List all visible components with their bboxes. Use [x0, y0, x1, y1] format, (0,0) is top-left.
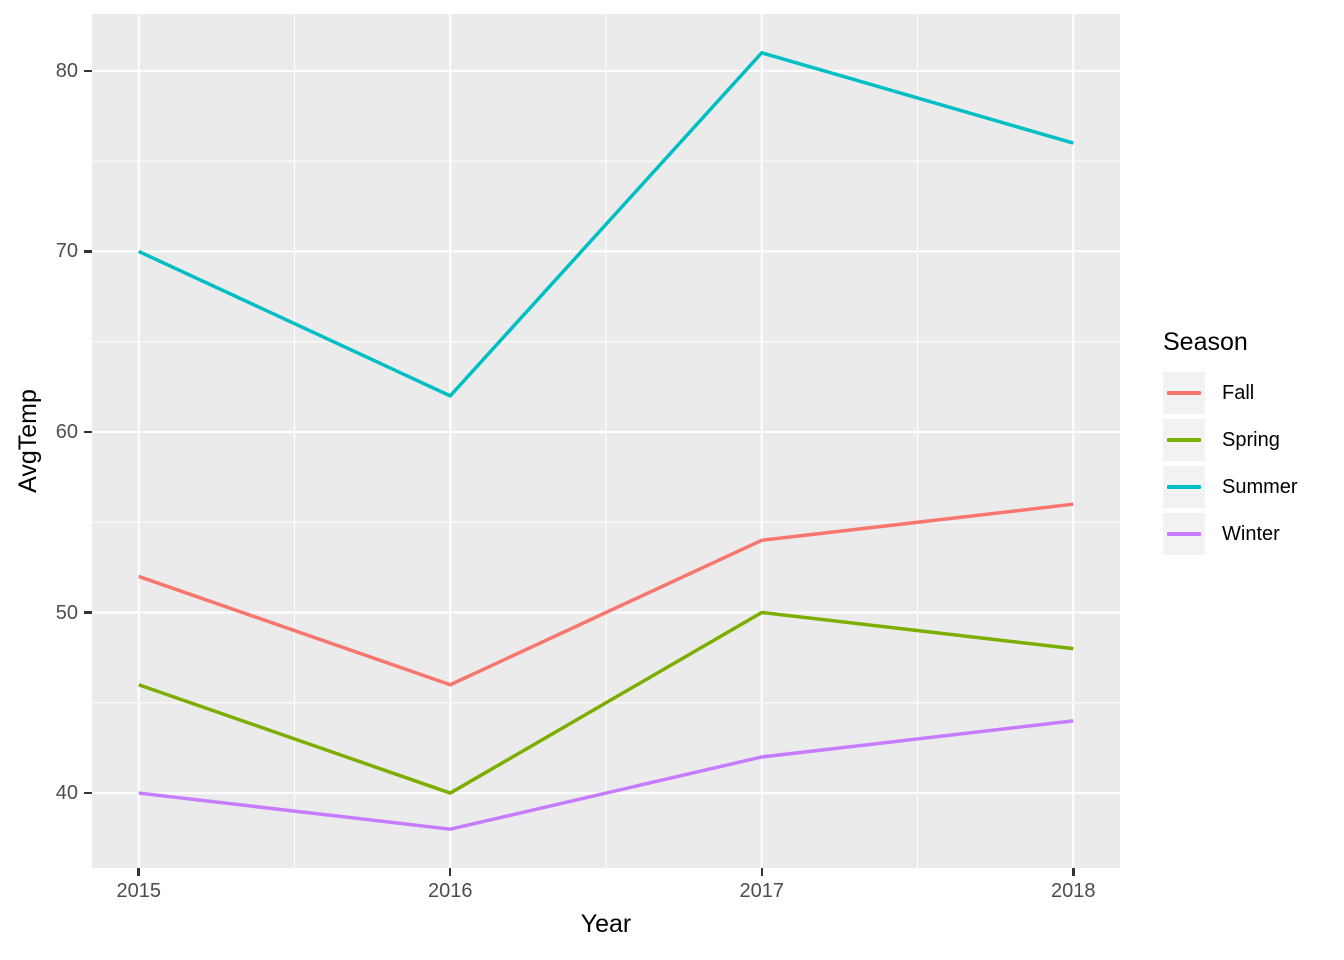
- y-tick-mark: [84, 250, 92, 253]
- series-line-fall: [138, 502, 1074, 687]
- x-tick-label: 2015: [116, 880, 161, 902]
- y-tick-label: 70: [55, 240, 78, 263]
- series-line-winter: [138, 719, 1074, 831]
- x-tick-label: 2016: [427, 880, 473, 902]
- legend-key-winter: [1163, 513, 1205, 555]
- series-line-summer: [137, 51, 1074, 398]
- y-tick-mark: [84, 611, 92, 614]
- x-tick-mark: [1072, 868, 1075, 876]
- legend: Season Fall Spring Summer Winter: [1163, 328, 1298, 560]
- y-tick-mark: [84, 430, 92, 434]
- legend-key-line-icon: [1167, 532, 1201, 536]
- legend-label-summer: Summer: [1222, 476, 1298, 498]
- x-tick-label: 2017: [739, 880, 785, 902]
- x-tick-mark: [760, 868, 763, 876]
- legend-label-fall: Fall: [1222, 382, 1255, 404]
- legend-label-spring: Spring: [1222, 429, 1280, 451]
- legend-key-summer: [1163, 466, 1205, 508]
- legend-key-spring: [1163, 419, 1205, 461]
- x-tick-label: 2018: [1051, 880, 1096, 902]
- legend-key-line-icon: [1167, 438, 1201, 442]
- x-axis-title: Year: [580, 910, 632, 938]
- x-tick-mark: [448, 868, 452, 876]
- y-tick-label: 40: [55, 782, 78, 805]
- legend-row-summer: Summer: [1163, 466, 1298, 508]
- plot-panel: [92, 14, 1120, 868]
- legend-label-winter: Winter: [1222, 523, 1280, 545]
- y-axis-title: AvgTemp: [14, 389, 42, 493]
- y-tick-label: 60: [55, 420, 78, 443]
- y-tick-label: 50: [55, 601, 78, 624]
- legend-row-winter: Winter: [1163, 513, 1298, 555]
- legend-title: Season: [1163, 328, 1248, 356]
- legend-key-fall: [1163, 372, 1205, 414]
- x-tick-mark: [137, 868, 140, 876]
- y-tick-mark: [84, 69, 92, 73]
- plot-canvas: [92, 14, 1120, 868]
- legend-row-fall: Fall: [1163, 372, 1298, 414]
- legend-row-spring: Spring: [1163, 419, 1298, 461]
- y-tick-mark: [84, 791, 92, 795]
- legend-rows: Fall Spring Summer Winter: [1163, 372, 1298, 555]
- series-line-spring: [138, 610, 1074, 795]
- y-tick-label: 80: [55, 59, 78, 82]
- legend-key-line-icon: [1167, 391, 1201, 395]
- legend-key-line-icon: [1167, 485, 1201, 489]
